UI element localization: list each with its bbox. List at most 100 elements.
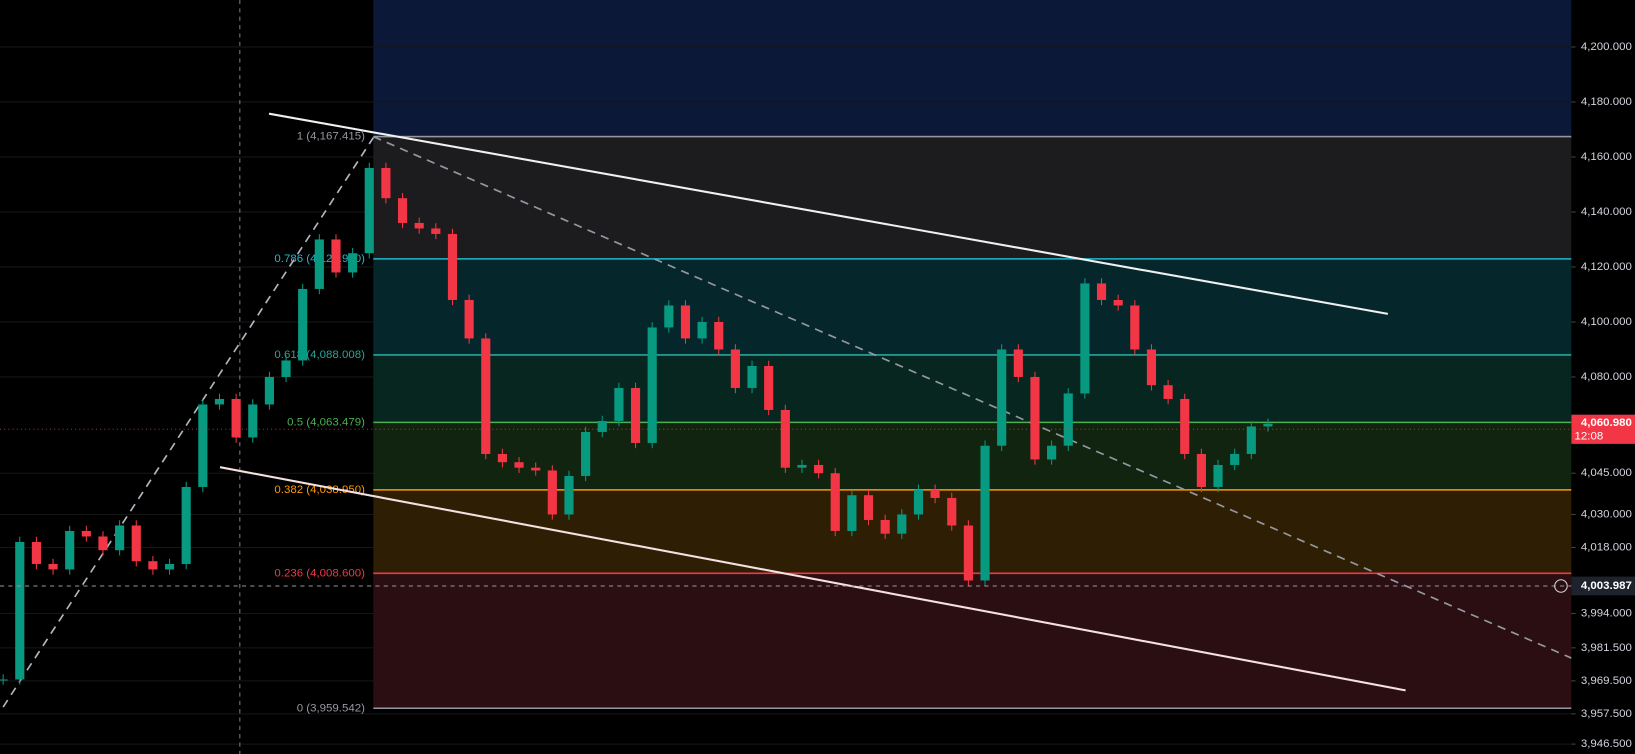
candle-body — [15, 541, 25, 680]
fib-zone — [373, 354, 1572, 423]
candle-body — [314, 239, 324, 289]
candle-body — [1113, 299, 1123, 306]
candle-body — [514, 462, 524, 468]
y-tick-label: 3,946.500 — [1581, 738, 1632, 750]
candle-body — [431, 228, 441, 234]
candle-body — [497, 453, 507, 463]
candle-body — [348, 253, 358, 273]
crosshair-price-label: 4,003.987 — [1581, 580, 1632, 592]
candle-body — [98, 536, 108, 551]
y-tick-label: 4,120.000 — [1581, 261, 1632, 273]
candle-body — [148, 561, 158, 570]
fib-level-label: 0.618 (4,088.008) — [274, 349, 365, 361]
candle-body — [481, 338, 491, 454]
candle-body — [48, 563, 58, 570]
candle-body — [531, 467, 541, 471]
price-axis — [1571, 0, 1635, 754]
y-tick-label: 4,140.000 — [1581, 206, 1632, 218]
candle-body — [298, 288, 308, 361]
candle-body — [31, 541, 41, 564]
y-tick-label: 4,200.000 — [1581, 41, 1632, 53]
candle-body — [880, 519, 890, 534]
candle-body — [1163, 385, 1173, 399]
y-tick-label: 3,981.500 — [1581, 642, 1632, 654]
fibonacci: 1 (4,167.415)0.786 (4,122.930)0.618 (4,0… — [274, 131, 1572, 714]
fib-level-label: 0.236 (4,008.600) — [274, 567, 365, 579]
lower-trend-line — [219, 466, 1406, 692]
candle-body — [414, 222, 424, 229]
candle-body — [581, 431, 591, 476]
candle-body — [281, 360, 291, 377]
y-tick-label: 4,100.000 — [1581, 316, 1632, 328]
y-tick-label: 4,018.000 — [1581, 541, 1632, 553]
candle-body — [897, 514, 907, 534]
candle-body — [1213, 464, 1223, 487]
candle-body — [797, 464, 807, 468]
candle-body — [231, 398, 241, 438]
fib-top-zone — [373, 0, 1572, 136]
candle-body — [464, 299, 474, 339]
fib-level-label: 0.382 (4,038.950) — [274, 484, 365, 496]
candle-body — [381, 167, 391, 199]
last-price-badge — [1571, 414, 1635, 444]
fib-level-label: 0.5 (4,063.479) — [287, 416, 365, 428]
candle-body — [447, 233, 458, 300]
candle-body — [0, 679, 8, 681]
candle-body — [81, 530, 91, 537]
crosshair-add-button — [1554, 579, 1568, 593]
candle-body — [1013, 349, 1023, 377]
candle-body — [680, 305, 691, 339]
candle-body — [913, 489, 924, 515]
candle-body — [397, 198, 408, 223]
candle-body — [614, 387, 624, 421]
y-tick-label: 4,080.000 — [1581, 371, 1632, 383]
candle-body — [714, 321, 724, 350]
candle-body — [930, 489, 940, 498]
candle-body — [1096, 283, 1107, 300]
candle-body — [198, 404, 208, 487]
candle-body — [164, 563, 175, 570]
candle-body — [364, 167, 374, 254]
candle-body — [847, 495, 857, 531]
candle-body — [65, 530, 75, 570]
candle-body — [1146, 349, 1157, 386]
candles — [0, 162, 1273, 685]
candle-body — [1063, 393, 1073, 446]
candle-body — [597, 420, 607, 432]
candle-body — [1180, 398, 1190, 454]
crosshair-price-badge — [1571, 576, 1635, 596]
candle-body — [963, 525, 973, 581]
fib-zone — [373, 258, 1572, 355]
y-tick-label: 4,045.000 — [1581, 467, 1632, 479]
candle-body — [564, 475, 574, 515]
candle-body — [863, 495, 874, 520]
candle-body — [547, 470, 557, 515]
y-tick-label: 4,030.000 — [1581, 508, 1632, 520]
candle-body — [830, 473, 840, 531]
upper-trend-line — [268, 112, 1389, 315]
candle-body — [264, 376, 274, 405]
fib-zone — [373, 573, 1572, 709]
fib-level-label: 0 (3,959.542) — [297, 702, 365, 714]
fib-trend-line — [2, 137, 374, 708]
candle-body — [747, 365, 757, 388]
y-tick-label: 4,160.000 — [1581, 151, 1632, 163]
candle-body — [115, 525, 125, 551]
y-tick-label: 4,180.000 — [1581, 96, 1632, 108]
candle-body — [1230, 453, 1240, 465]
candle-body — [630, 387, 641, 443]
candle-body — [664, 305, 674, 328]
y-tick-label: 3,957.500 — [1581, 708, 1632, 720]
candle-body — [947, 497, 957, 526]
price-axis-labels: 4,200.000 4,180.000 4,160.000 4,140.000 4,12… — [0, 41, 1635, 750]
y-tick-label: 3,994.000 — [1581, 607, 1632, 619]
candle-body — [181, 486, 191, 564]
y-tick-label: 3,969.500 — [1581, 675, 1632, 687]
candle-body — [997, 349, 1007, 446]
candle-body — [248, 404, 258, 438]
candle-body — [814, 464, 824, 474]
candle-body — [780, 409, 790, 468]
candle-body — [131, 525, 141, 562]
candle-body — [730, 349, 740, 388]
